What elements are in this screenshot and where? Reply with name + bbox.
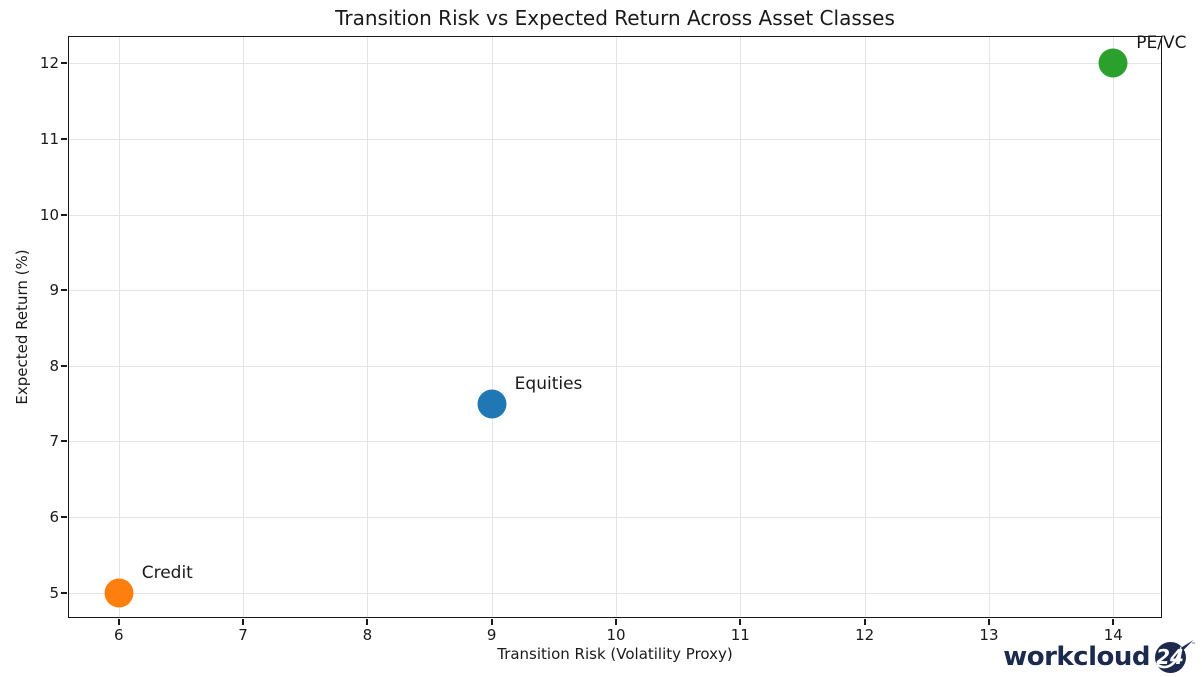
x-tick-mark [490, 619, 493, 625]
x-tick-label: 7 [238, 626, 248, 644]
y-tick-label: 12 [39, 54, 59, 73]
y-tick-mark [61, 213, 67, 216]
scatter-point-credit [104, 578, 134, 608]
y-tick-label: 6 [49, 507, 59, 526]
y-tick-label: 9 [49, 281, 59, 300]
y-tick-label: 5 [49, 583, 59, 602]
y-tick-label: 8 [49, 356, 59, 375]
y-tick-label: 7 [49, 432, 59, 451]
gridline-vertical [988, 37, 990, 617]
y-axis-label: Expected Return (%) [13, 249, 31, 405]
plot-area: Credit Equities PE/VC 6 7 8 9 10 11 12 13 14 5 6 7 8 9 1… [40, 33, 1187, 644]
x-tick-mark [242, 619, 245, 625]
x-tick-mark [366, 619, 369, 625]
y-tick-mark [61, 364, 67, 367]
gridline-vertical [367, 37, 369, 617]
trademark-mark: ™ [1191, 642, 1195, 648]
chart-title: Transition Risk vs Expected Return Acros… [335, 6, 895, 30]
x-tick-mark [739, 619, 742, 625]
grid-layer [69, 37, 1161, 617]
x-tick-label: 6 [113, 626, 124, 644]
points-layer: Credit Equities PE/VC [69, 33, 1187, 617]
x-tick-label: 13 [979, 626, 999, 644]
gridline-horizontal [69, 63, 1161, 65]
gridline-horizontal [69, 441, 1161, 443]
x-tick-label: 10 [606, 626, 626, 644]
y-tick-label: 11 [39, 130, 59, 149]
x-tick-mark [615, 619, 617, 625]
logo-text: workcloud [1003, 642, 1150, 672]
x-tick-mark [987, 619, 990, 625]
x-tick-label: 12 [855, 626, 875, 644]
logo-24-badge-icon: 24 ™ [1155, 640, 1195, 673]
y-tick-label: 10 [39, 205, 59, 224]
y-tick-mark [61, 62, 67, 65]
gridline-vertical [1113, 37, 1115, 617]
gridline-vertical [491, 37, 493, 617]
x-tick-mark [1112, 619, 1115, 625]
x-tick-label: 11 [730, 626, 750, 644]
x-axis-label: Transition Risk (Volatility Proxy) [497, 645, 733, 663]
point-label-credit: Credit [141, 562, 193, 583]
workcloud24-logo: workcloud 24 ™ [1003, 639, 1195, 675]
gridline-vertical [243, 37, 245, 617]
gridline-horizontal [69, 365, 1161, 367]
gridline-horizontal [69, 516, 1161, 518]
x-tick-mark [863, 619, 866, 625]
point-label-pe-vc: PE/VC [1136, 33, 1187, 54]
gridline-vertical [740, 37, 742, 617]
gridline-horizontal [69, 592, 1161, 594]
y-tick-mark [61, 440, 67, 443]
gridline-vertical [864, 37, 866, 617]
gridline-horizontal [69, 290, 1161, 292]
y-tick-mark [61, 591, 67, 594]
x-tick-label: 9 [486, 626, 497, 644]
gridline-horizontal [69, 214, 1161, 216]
gridline-vertical [616, 37, 617, 617]
gridline-vertical [118, 37, 120, 617]
scatter-point-pe-vc [1098, 48, 1128, 78]
y-tick-mark [61, 138, 67, 141]
point-label-equities: Equities [514, 373, 583, 394]
scatter-point-equities [477, 389, 507, 419]
gridline-horizontal [69, 139, 1161, 141]
y-tick-mark [61, 515, 67, 518]
y-tick-mark [61, 289, 67, 292]
x-tick-mark [117, 619, 120, 625]
x-tick-label: 14 [1103, 626, 1123, 644]
x-tick-label: 8 [362, 626, 373, 644]
